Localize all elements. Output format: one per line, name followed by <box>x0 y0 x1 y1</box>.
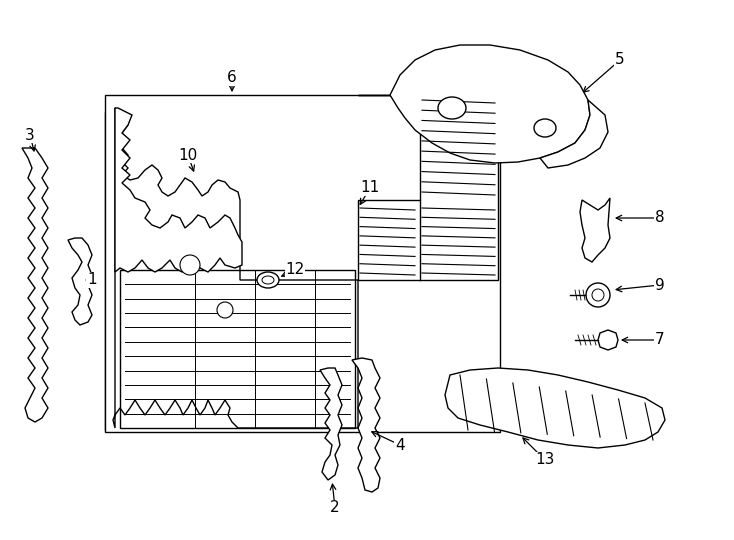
Ellipse shape <box>438 97 466 119</box>
Polygon shape <box>115 108 242 272</box>
Text: 5: 5 <box>615 52 625 68</box>
Text: 12: 12 <box>286 262 305 278</box>
Text: 8: 8 <box>655 211 665 226</box>
Polygon shape <box>320 368 342 480</box>
Polygon shape <box>352 358 380 492</box>
Polygon shape <box>68 238 92 325</box>
Circle shape <box>586 283 610 307</box>
Text: 13: 13 <box>535 453 555 468</box>
Ellipse shape <box>262 276 274 284</box>
Text: 6: 6 <box>227 71 237 85</box>
Text: 2: 2 <box>330 501 340 516</box>
Circle shape <box>592 289 604 301</box>
Polygon shape <box>540 100 608 168</box>
Polygon shape <box>390 45 590 163</box>
Polygon shape <box>598 330 618 350</box>
Text: 10: 10 <box>178 147 197 163</box>
Polygon shape <box>113 108 358 428</box>
Text: 1: 1 <box>87 273 97 287</box>
Text: 3: 3 <box>25 127 35 143</box>
Polygon shape <box>445 368 665 448</box>
Text: 9: 9 <box>655 278 665 293</box>
Polygon shape <box>105 95 500 432</box>
Text: 11: 11 <box>360 180 379 195</box>
Bar <box>105 112 497 430</box>
Polygon shape <box>22 148 48 422</box>
Ellipse shape <box>534 119 556 137</box>
Circle shape <box>217 302 233 318</box>
Polygon shape <box>580 198 610 262</box>
Text: 4: 4 <box>395 437 405 453</box>
Circle shape <box>180 255 200 275</box>
Text: 7: 7 <box>655 333 665 348</box>
Ellipse shape <box>257 272 279 288</box>
Polygon shape <box>358 95 498 280</box>
